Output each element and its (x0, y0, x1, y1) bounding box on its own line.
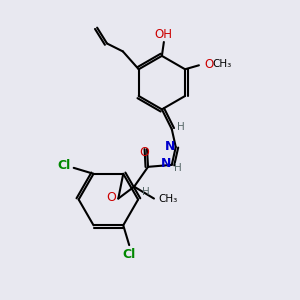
Text: O: O (139, 146, 149, 160)
Text: H: H (177, 122, 184, 132)
Text: Cl: Cl (57, 159, 70, 172)
Text: O: O (204, 58, 213, 71)
Text: O: O (106, 191, 116, 204)
Text: CH₃: CH₃ (213, 59, 232, 69)
Text: CH₃: CH₃ (158, 194, 178, 203)
Text: N: N (161, 158, 171, 170)
Text: H: H (174, 163, 182, 173)
Text: H: H (142, 187, 150, 196)
Text: OH: OH (155, 28, 173, 40)
Text: Cl: Cl (123, 248, 136, 260)
Text: N: N (165, 140, 175, 152)
